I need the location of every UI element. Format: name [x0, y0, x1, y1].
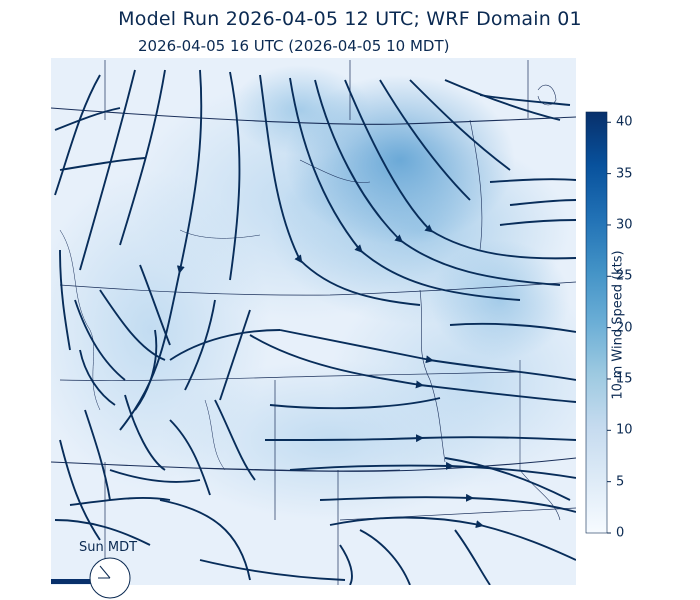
- streamline: [229, 71, 241, 281]
- streamline: [289, 77, 521, 301]
- streamline: [339, 544, 353, 585]
- streamline: [259, 74, 421, 306]
- streamline: [214, 399, 256, 481]
- streamline: [199, 559, 346, 581]
- streamline: [74, 299, 126, 381]
- streamline: [314, 79, 561, 286]
- streamline: [159, 499, 251, 581]
- streamline: [359, 529, 411, 585]
- streamline: [444, 79, 561, 121]
- colorbar-tick-label: 30: [616, 217, 633, 233]
- streamline: [184, 299, 216, 391]
- streamline: [509, 199, 576, 206]
- colorbar: [585, 111, 608, 534]
- country-border: [51, 457, 576, 472]
- colorbar-tick-label: 0: [616, 525, 625, 541]
- streamline: [59, 439, 101, 541]
- streamline: [489, 178, 576, 183]
- colorbar-tick-label: 10: [616, 422, 633, 438]
- streamline: [54, 74, 101, 196]
- streamline: [454, 529, 491, 585]
- streamline: [109, 469, 201, 483]
- map-subtitle: 2026-04-05 16 UTC (2026-04-05 10 MDT): [138, 37, 450, 55]
- lake-shore: [299, 159, 371, 183]
- colorbar-tick-label: 15: [616, 371, 633, 387]
- state-border: [59, 371, 521, 381]
- state-border: [59, 281, 576, 296]
- streamline: [269, 397, 441, 410]
- streamline: [329, 516, 576, 561]
- streamline: [449, 322, 576, 333]
- streamline: [59, 249, 71, 351]
- map-title: Model Run 2026-04-05 12 UTC; WRF Domain …: [118, 8, 582, 30]
- streamline: [264, 434, 576, 443]
- wind-streamlines: [54, 69, 576, 585]
- day-progress-bar: [51, 579, 91, 584]
- streamline: [279, 329, 576, 381]
- streamline: [54, 107, 121, 131]
- state-border: [204, 399, 226, 471]
- streamline: [99, 289, 166, 361]
- colorbar-tick-label: 20: [616, 320, 633, 336]
- streamline: [84, 409, 111, 501]
- state-border: [199, 467, 401, 472]
- country-border: [51, 107, 576, 125]
- streamline: [169, 419, 211, 496]
- streamline: [289, 461, 576, 479]
- colorbar-ticks: [607, 121, 611, 534]
- streamline: [139, 264, 171, 346]
- day-label: Sun MDT: [79, 540, 138, 555]
- colorbar-tick-label: 40: [616, 114, 633, 130]
- colorbar-tick-label: 25: [616, 268, 633, 284]
- streamline: [54, 519, 151, 546]
- province-border: [179, 229, 261, 239]
- streamline: [169, 329, 281, 361]
- streamline: [409, 79, 511, 171]
- streamline: [69, 496, 171, 506]
- river: [419, 289, 446, 463]
- streamline: [219, 309, 251, 401]
- colorbar-tick-label: 5: [616, 474, 625, 490]
- streamline: [344, 79, 576, 260]
- streamline: [444, 457, 571, 501]
- streamline: [479, 94, 571, 106]
- streamline: [319, 493, 576, 513]
- streamline: [79, 69, 136, 271]
- province-border: [469, 119, 483, 251]
- streamline: [124, 394, 166, 471]
- map-borders: [51, 60, 576, 585]
- streamline: [59, 157, 146, 171]
- streamline: [119, 69, 166, 246]
- clock-icon: [89, 557, 131, 599]
- streamline: [499, 219, 576, 226]
- streamline: [379, 79, 471, 201]
- streamline: [134, 329, 158, 411]
- colorbar-tick-label: 35: [616, 166, 633, 182]
- streamline: [79, 349, 116, 406]
- streamline: [249, 334, 576, 403]
